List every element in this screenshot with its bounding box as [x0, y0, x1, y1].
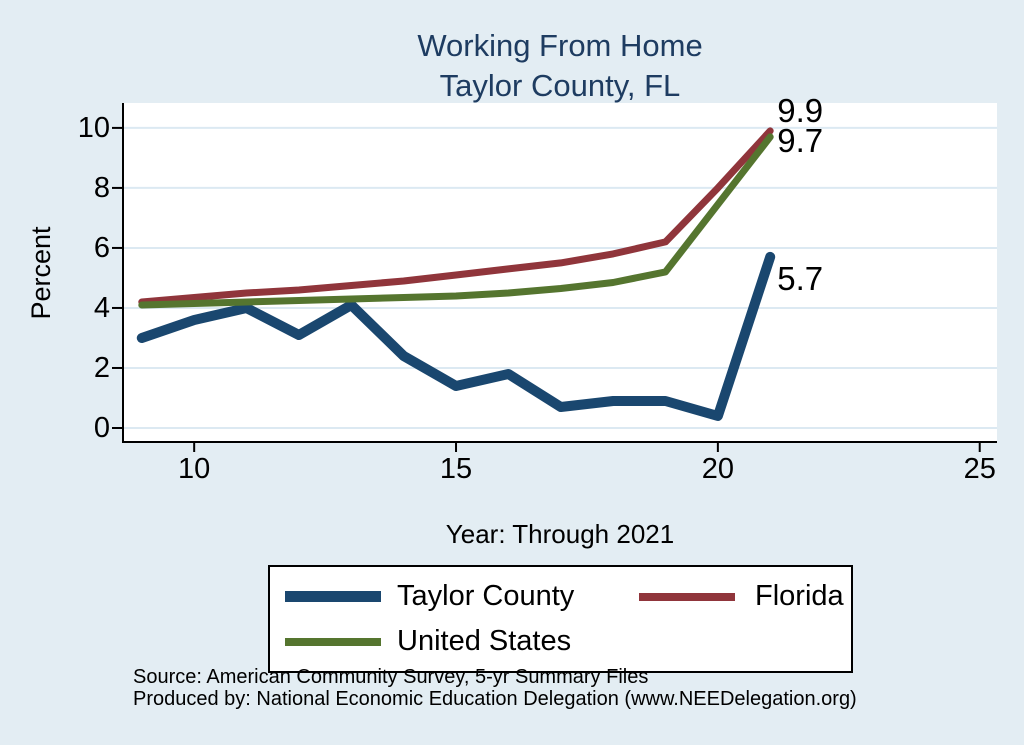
x-tick-label: 10 [178, 453, 211, 485]
series-line-florida [138, 127, 774, 306]
source-block: Source: American Community Survey, 5-yr … [133, 666, 857, 710]
y-tick-label: 8 [93, 171, 110, 204]
y-tick-label: 0 [93, 411, 110, 444]
legend-label-taylor-county: Taylor County [397, 580, 575, 612]
legend: Taylor County Florida United States [268, 565, 853, 673]
legend-label-united-states: United States [397, 625, 572, 657]
y-tick-label: 10 [77, 111, 110, 144]
chart-subtitle: Taylor County, FL [439, 68, 681, 103]
end-label-florida: 9.9 [777, 91, 824, 129]
x-tick-label: 20 [701, 453, 734, 485]
source-line-2: Produced by: National Economic Education… [133, 688, 857, 710]
y-tick-label: 6 [93, 231, 110, 264]
legend-swatch-taylor-county [285, 591, 381, 602]
plot-area [124, 103, 997, 443]
legend-swatch-united-states [285, 637, 381, 646]
y-tick-label: 2 [93, 351, 110, 384]
y-tick-label: 4 [93, 291, 110, 324]
chart-title: Working From Home [417, 28, 703, 63]
end-label-taylor-county: 5.7 [777, 259, 824, 297]
legend-label-florida: Florida [755, 580, 844, 612]
chart-title-block: Working From Home Taylor County, FL [123, 26, 997, 106]
source-line-1: Source: American Community Survey, 5-yr … [133, 666, 649, 688]
end-label-united-states: 9.7 [777, 121, 824, 159]
series-line-taylor-county [136, 251, 776, 421]
plot-svg [112, 103, 997, 452]
x-axis-title: Year: Through 2021 [445, 519, 675, 549]
legend-swatch-florida [639, 592, 735, 601]
x-tick-label: 25 [963, 453, 996, 485]
series-line-united-states [138, 133, 774, 309]
x-tick-label: 15 [439, 453, 473, 485]
